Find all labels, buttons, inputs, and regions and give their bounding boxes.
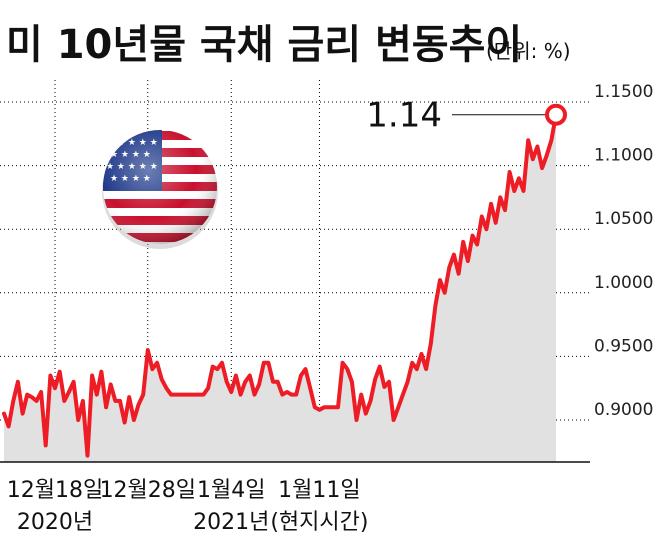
y-tick-label: 0.9000 xyxy=(594,400,653,420)
y-tick-label: 1.1000 xyxy=(594,146,653,166)
y-tick-label: 1.0000 xyxy=(594,273,653,293)
chart-title: 미 10년물 국채 금리 변동추이 xyxy=(6,22,522,68)
y-tick-label: 0.9500 xyxy=(594,336,653,356)
x-tick-sublabel: (현지시간) xyxy=(270,510,368,535)
series-polyline xyxy=(2,112,558,458)
area-path xyxy=(4,114,556,462)
x-tick-label: 1월11일 xyxy=(278,478,360,503)
area-fill xyxy=(0,114,590,463)
usa-flag-globe-icon: ★ ★ ★ ★ ★ ★ ★ ★ ★ ★ ★ ★ ★ ★ ★ ★ ★ ★ xyxy=(102,130,218,249)
series-line xyxy=(2,112,558,458)
y-tick-label: 1.1500 xyxy=(594,82,653,102)
last-value-callout: 1.14 xyxy=(366,96,567,136)
unit-note: (단위: %) xyxy=(486,39,571,63)
x-tick-label: 1월4일 xyxy=(197,478,265,503)
x-tick-sublabel: 2020년 xyxy=(17,510,93,535)
x-axis-ticks: 12월18일 2020년 12월28일 1월4일 2021년 1월11일 (현지시간) xyxy=(7,478,369,535)
x-tick-label: 12월28일 xyxy=(100,478,196,503)
y-axis-ticks: 1.1500 1.1000 1.0500 1.0000 0.9500 0.9000 xyxy=(594,82,653,420)
y-tick-label: 1.0500 xyxy=(594,209,653,229)
x-tick-sublabel: 2021년 xyxy=(193,510,269,535)
last-value-label: 1.14 xyxy=(366,96,442,136)
x-tick-label: 12월18일 xyxy=(7,478,103,503)
last-point-marker xyxy=(545,103,567,126)
